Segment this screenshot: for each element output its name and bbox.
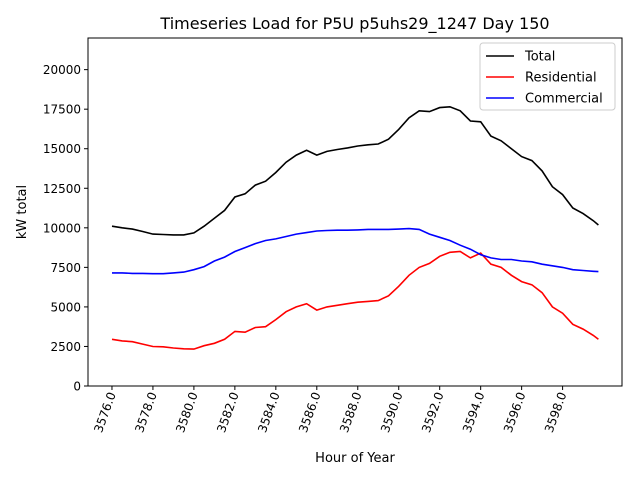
y-tick-label: 0 [73,380,81,394]
y-tick-label: 7500 [50,261,81,275]
y-axis-label: kW total [15,185,30,239]
x-tick-label: 3590.0 [378,390,406,434]
legend: Total Residential Commercial [479,42,616,111]
series-line-commercial [112,227,599,275]
y-tick-label: 20000 [43,63,81,77]
x-tick-label: 3594.0 [460,390,488,434]
legend-label: Commercial [525,92,603,107]
y-tick-label: 17500 [43,103,81,117]
x-tick-label: 3586.0 [296,390,324,434]
legend-label: Residential [525,71,597,86]
legend-label: Total [524,50,555,65]
series-line-total [111,105,599,236]
x-tick-label: 3598.0 [542,390,570,434]
chart-title: Timeseries Load for P5U p5uhs29_1247 Day… [159,14,549,34]
x-tick-label: 3592.0 [419,390,447,434]
x-tick-label: 3580.0 [173,390,201,434]
legend-box [479,42,616,111]
x-tick-label: 3596.0 [501,390,529,434]
y-tick-label: 2500 [50,340,81,354]
series-line-residential [111,250,599,350]
x-tick-label: 3578.0 [132,390,160,434]
x-tick-label: 3588.0 [337,390,365,434]
x-tick-label: 3582.0 [214,390,242,434]
x-axis-label: Hour of Year [315,451,395,466]
x-tick-label: 3576.0 [91,390,119,434]
x-tick-label: 3584.0 [255,390,283,434]
y-tick-label: 12500 [43,182,81,196]
y-tick-label: 15000 [43,142,81,156]
y-tick-label: 10000 [43,221,81,235]
y-tick-label: 5000 [50,300,81,314]
plot-area-frame [87,37,623,387]
